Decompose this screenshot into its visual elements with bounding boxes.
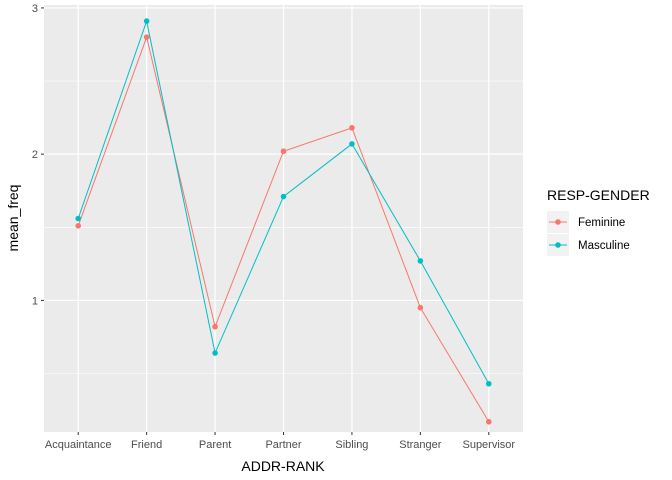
masculine-point — [143, 18, 150, 24]
masculine-point — [212, 350, 218, 356]
masculine-point — [75, 215, 82, 222]
feminine-point — [143, 34, 150, 40]
feminine-point — [349, 125, 355, 131]
x-tick-label: Supervisor — [462, 439, 515, 451]
x-tick-label: Acquaintance — [45, 439, 112, 451]
masculine-point — [485, 380, 492, 387]
masculine-point — [280, 193, 287, 200]
feminine-point — [75, 223, 82, 229]
feminine-point — [212, 323, 218, 330]
grid — [44, 5, 523, 432]
y-axis-title: mean_freq — [5, 185, 21, 252]
legend-point-feminine — [555, 219, 561, 225]
x-tick-label: Friend — [131, 439, 162, 451]
feminine-point — [280, 148, 287, 155]
masculine-point — [417, 258, 424, 264]
y-tick-label: 2 — [32, 149, 38, 161]
x-tick-label: Stranger — [399, 439, 442, 451]
legend-point-masculine — [555, 242, 561, 248]
x-tick-label: Sibling — [335, 439, 368, 451]
x-axis: Acquaintance Friend Parent Partner Sibling St… — [45, 432, 515, 451]
masculine-point — [349, 141, 355, 147]
feminine-point — [417, 304, 424, 311]
y-axis: 1 2 3 — [32, 3, 44, 307]
legend: RESP-GENDER Feminine Masculine — [547, 187, 650, 256]
legend-title: RESP-GENDER — [547, 187, 650, 203]
y-tick-label: 1 — [32, 295, 38, 307]
feminine-point — [485, 418, 492, 425]
series-layer — [75, 18, 492, 425]
x-tick-label: Partner — [265, 439, 301, 451]
x-tick-label: Parent — [199, 439, 231, 451]
y-tick-label: 3 — [32, 3, 38, 15]
legend-label-feminine: Feminine — [578, 217, 625, 229]
legend-label-masculine: Masculine — [578, 240, 630, 252]
x-axis-title: ADDR-RANK — [241, 458, 325, 474]
